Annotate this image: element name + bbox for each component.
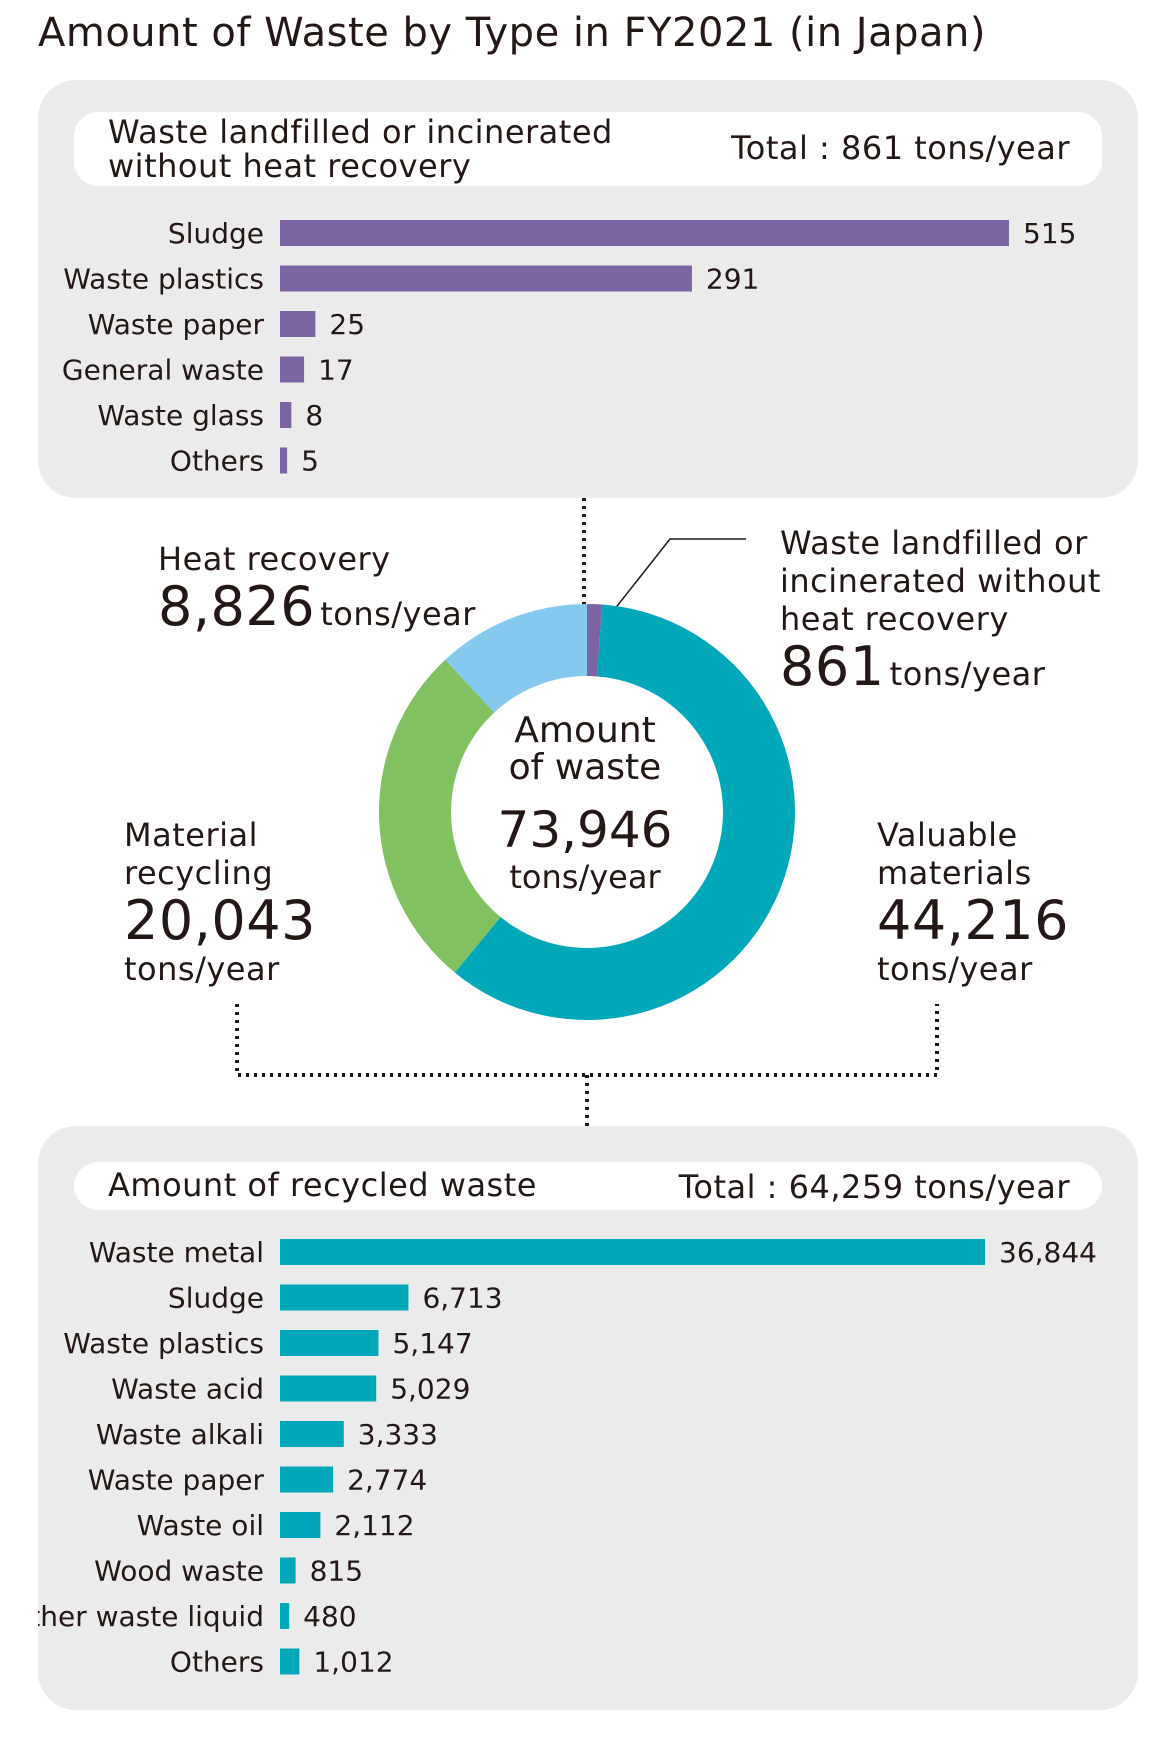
donut-slice-heat (445, 604, 587, 713)
heat-recovery-label: Heat recovery 8,826 tons/year (158, 540, 476, 636)
landfilled-value-label: 515 (1023, 217, 1076, 250)
landfilled-category-label: Others (170, 445, 264, 478)
recycled-bar (280, 1557, 296, 1584)
recycled-category-label: Waste acid (111, 1373, 264, 1406)
center-value: 73,946 (497, 801, 673, 859)
recycled-panel-title: Amount of recycled waste (108, 1166, 537, 1204)
landfilled-value-label: 17 (318, 354, 354, 387)
donut-slices (379, 604, 796, 1021)
landfilled-waste-panel: Waste landfilled or incinerated without … (38, 80, 1138, 498)
landfilled-title-1: Waste landfilled or (780, 524, 1088, 562)
recycled-bar (280, 1603, 290, 1629)
landfilled-category-label: Sludge (168, 217, 264, 250)
landfilled-bar (280, 356, 305, 383)
landfilled-bar (280, 447, 288, 474)
landfilled-category-label: Waste plastics (63, 263, 264, 296)
recycled-panel-total: Total : 64,259 tons/year (678, 1168, 1070, 1206)
landfilled-unit: tons/year (889, 655, 1046, 693)
heat-recovery-title: Heat recovery (158, 540, 391, 578)
landfilled-category-label: General waste (62, 354, 264, 387)
donut-slice-landfilled (587, 604, 603, 677)
heat-recovery-unit: tons/year (320, 595, 476, 633)
landfilled-title-3: heat recovery (780, 600, 1009, 638)
landfilled-category-label: Waste paper (88, 308, 265, 341)
center-unit: tons/year (509, 858, 661, 896)
landfilled-value-label: 8 (305, 399, 323, 432)
landfilled-panel-title: Waste landfilled or incinerated without … (108, 113, 613, 185)
landfilled-value: 861 (780, 635, 885, 698)
recycled-value-label: 5,029 (390, 1373, 470, 1406)
donut-slice-valuable (454, 604, 796, 1021)
material-title-2: recycling (124, 854, 274, 892)
recycled-category-label: Waste alkali (96, 1418, 264, 1451)
recycled-bar (280, 1648, 300, 1675)
recycled-bar (280, 1330, 379, 1356)
recycled-category-label: Waste metal (89, 1236, 264, 1269)
page-title: Amount of Waste by Type in FY2021 (in Ja… (38, 10, 986, 56)
heat-recovery-value: 8,826 (158, 575, 316, 638)
recycled-bar (280, 1375, 377, 1402)
valuable-materials-label: Valuable materials 44,216 tons/year (877, 816, 1069, 988)
recycled-category-label: Others (170, 1646, 264, 1679)
recycled-category-label: Other waste liquid (38, 1600, 264, 1633)
landfilled-title-2: incinerated without (780, 562, 1101, 600)
landfilled-bar-chart: Sludge 515 Waste plastics 291 Waste paper 25 G… (62, 217, 1077, 478)
recycled-category-label: Waste plastics (63, 1327, 264, 1360)
recycled-value-label: 5,147 (392, 1327, 472, 1360)
landfilled-value-label: 291 (706, 263, 759, 296)
recycled-category-label: Wood waste (94, 1555, 264, 1588)
recycled-bar (280, 1466, 334, 1493)
recycled-bar (280, 1512, 321, 1538)
recycled-value-label: 3,333 (358, 1418, 438, 1451)
valuable-unit: tons/year (877, 950, 1033, 988)
recycled-panel-header: Amount of recycled waste Total : 64,259 … (74, 1162, 1102, 1210)
landfilled-panel-total: Total : 861 tons/year (731, 129, 1070, 167)
landfilled-category-label: Waste glass (97, 399, 264, 432)
recycled-category-label: Waste oil (137, 1509, 264, 1542)
landfilled-bar (280, 311, 316, 337)
material-recycling-label: Material recycling 20,043 tons/year (124, 816, 316, 988)
valuable-title-2: materials (877, 854, 1032, 892)
recycled-category-label: Waste paper (88, 1464, 265, 1497)
recycled-value-label: 2,774 (347, 1464, 427, 1497)
valuable-title-1: Valuable (877, 816, 1018, 854)
donut-center-label: Amount of waste 73,946 tons/year (470, 712, 700, 894)
material-value: 20,043 (124, 889, 316, 952)
material-title-1: Material (124, 816, 258, 854)
landfilled-bar (280, 402, 292, 428)
recycled-bar (280, 1284, 409, 1311)
recycled-value-label: 6,713 (422, 1282, 502, 1315)
landfilled-value-label: 5 (301, 445, 319, 478)
recycled-category-label: Sludge (168, 1282, 264, 1315)
recycled-value-label: 1,012 (313, 1646, 393, 1679)
recycled-bar (280, 1421, 344, 1447)
landfilled-bar (280, 220, 1009, 246)
recycled-value-label: 36,844 (999, 1236, 1097, 1269)
landfilled-value-label: 25 (329, 308, 365, 341)
recycled-value-label: 2,112 (334, 1509, 414, 1542)
landfilled-panel-header: Waste landfilled or incinerated without … (74, 112, 1102, 186)
recycled-bar-chart: Waste metal 36,844 Sludge 6,713 Waste plasti… (38, 1236, 1097, 1679)
recycled-value-label: 480 (303, 1600, 356, 1633)
landfilled-label: Waste landfilled or incinerated without … (780, 524, 1101, 696)
center-line2: of waste (508, 747, 662, 788)
valuable-value: 44,216 (877, 889, 1069, 952)
recycled-value-label: 815 (310, 1555, 363, 1588)
landfilled-bar (280, 265, 692, 292)
donut-slice-material (379, 659, 501, 973)
recycled-waste-panel: Amount of recycled waste Total : 64,259 … (38, 1126, 1138, 1710)
material-unit: tons/year (124, 950, 280, 988)
recycled-bar (280, 1239, 985, 1265)
center-line1: Amount (514, 710, 656, 751)
